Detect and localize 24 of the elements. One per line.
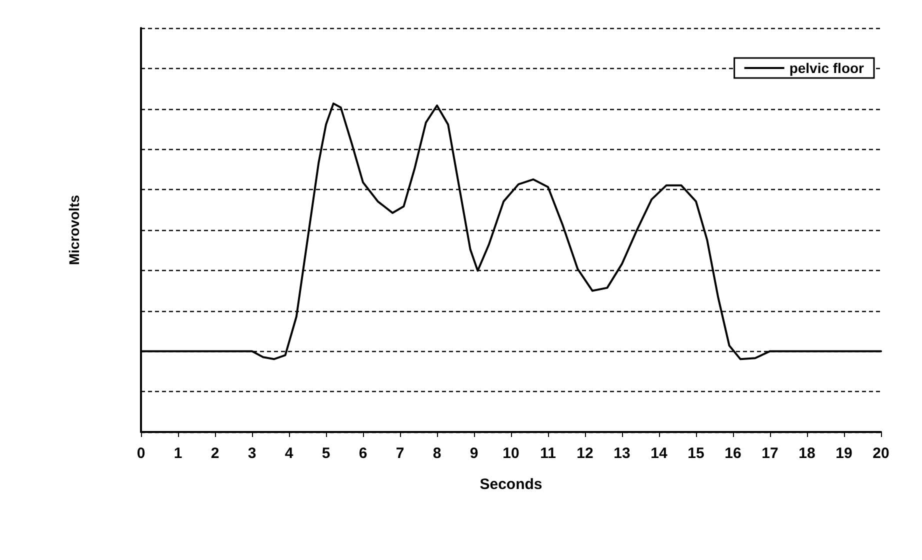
- x-tick-label: 3: [248, 445, 256, 462]
- x-tick-label: 1: [174, 445, 182, 462]
- x-tick-label: 12: [576, 445, 594, 462]
- x-tick-label: 5: [322, 445, 330, 462]
- x-tick-label: 7: [396, 445, 404, 462]
- x-tick-label: 13: [614, 445, 630, 462]
- x-tick-label: 18: [798, 445, 816, 462]
- x-tick-label: 16: [724, 445, 742, 462]
- x-axis-title: Seconds: [480, 476, 542, 493]
- y-axis-title: Microvolts: [66, 194, 82, 266]
- legend-label: pelvic floor: [789, 60, 865, 76]
- x-tick-label: 0: [136, 445, 146, 462]
- x-tick-label: 4: [284, 445, 294, 462]
- x-tick-label: 6: [358, 445, 368, 462]
- x-tick-label: 14: [650, 445, 668, 462]
- x-tick-label: 2: [210, 445, 220, 462]
- x-tick-label: 19: [836, 445, 852, 462]
- x-tick-label: 10: [502, 445, 520, 462]
- x-tick-label: 17: [762, 445, 778, 462]
- x-tick-label: 15: [688, 445, 704, 462]
- x-tick-label: 9: [470, 445, 478, 462]
- x-tick-label: 8: [432, 445, 442, 462]
- x-tick-label: 11: [540, 445, 556, 462]
- x-tick-label: 20: [872, 445, 890, 462]
